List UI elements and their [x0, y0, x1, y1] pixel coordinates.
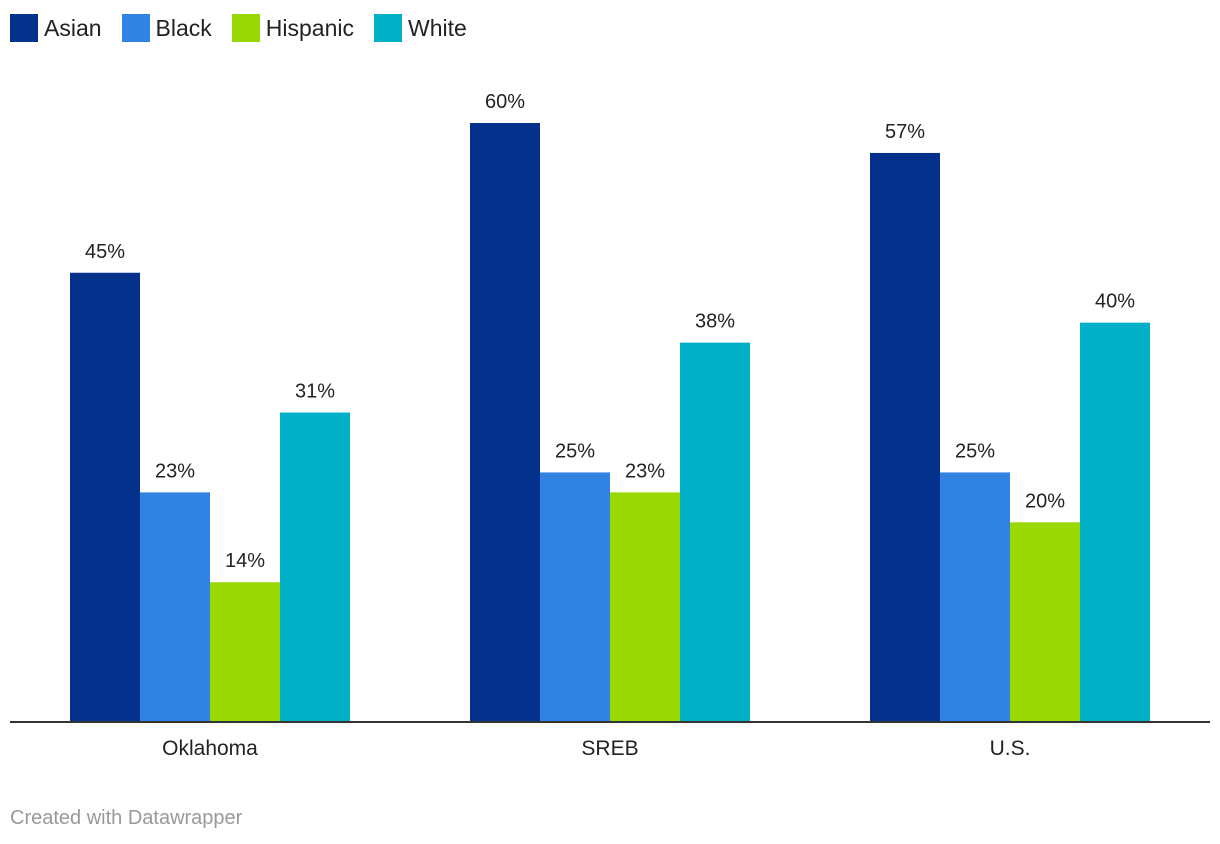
bar-u-s-white	[1080, 322, 1150, 722]
bar-oklahoma-asian	[70, 272, 140, 722]
legend-swatch-asian	[10, 14, 38, 42]
footer-credit: Created with Datawrapper	[10, 807, 243, 829]
value-label-sreb-white: 38%	[695, 311, 735, 333]
bar-sreb-asian	[470, 123, 540, 722]
category-label-oklahoma: Oklahoma	[162, 737, 258, 760]
chart-legend: Asian Black Hispanic White	[10, 13, 487, 43]
bar-sreb-black	[540, 472, 610, 722]
bar-oklahoma-black	[140, 492, 210, 722]
legend-item-white: White	[374, 14, 467, 42]
bars-layer	[70, 123, 1150, 722]
legend-item-black: Black	[121, 14, 212, 42]
bar-sreb-white	[680, 342, 750, 722]
value-label-sreb-hispanic: 23%	[625, 460, 665, 482]
legend-label-black: Black	[155, 15, 212, 41]
value-label-u-s-black: 25%	[955, 440, 995, 462]
legend-swatch-hispanic	[231, 14, 260, 42]
value-label-sreb-asian: 60%	[485, 91, 525, 113]
value-labels-layer: 45% 23% 14% 31% 60% 25% 23% 38% 57% 25% 20% 40%	[85, 91, 1135, 572]
bar-oklahoma-hispanic	[210, 582, 280, 722]
legend-label-asian: Asian	[44, 15, 102, 41]
value-label-u-s-hispanic: 20%	[1025, 490, 1065, 512]
value-label-u-s-asian: 57%	[885, 121, 925, 143]
legend-label-white: White	[408, 15, 467, 41]
category-labels-layer: Oklahoma SREB U.S.	[162, 737, 1030, 760]
legend-label-hispanic: Hispanic	[265, 15, 355, 41]
bar-u-s-black	[940, 472, 1010, 722]
category-label-sreb: SREB	[581, 737, 638, 760]
value-label-oklahoma-hispanic: 14%	[225, 550, 265, 572]
bar-sreb-hispanic	[610, 492, 680, 722]
bar-u-s-hispanic	[1010, 522, 1080, 722]
category-label-u-s: U.S.	[990, 737, 1031, 760]
legend-item-asian: Asian	[10, 14, 102, 42]
value-label-oklahoma-black: 23%	[155, 460, 195, 482]
bar-oklahoma-white	[280, 412, 350, 722]
legend-item-hispanic: Hispanic	[231, 14, 355, 42]
value-label-sreb-black: 25%	[555, 440, 595, 462]
legend-swatch-black	[121, 14, 150, 42]
value-label-u-s-white: 40%	[1095, 291, 1135, 313]
legend-swatch-white	[374, 14, 403, 42]
value-label-oklahoma-asian: 45%	[85, 241, 125, 263]
value-label-oklahoma-white: 31%	[295, 381, 335, 403]
bar-u-s-asian	[870, 152, 940, 722]
